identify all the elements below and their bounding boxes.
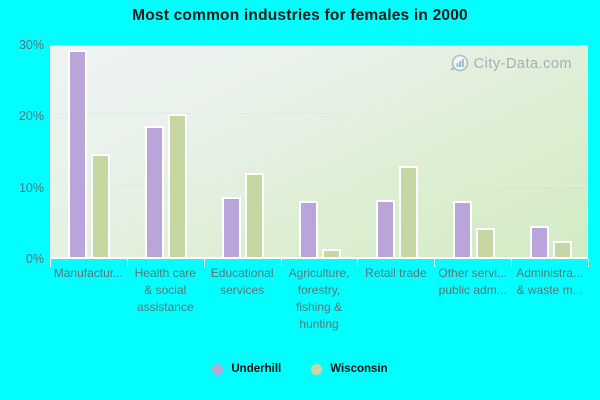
bar-underhill-2 — [145, 126, 165, 257]
gridline-20 — [51, 113, 587, 115]
bar-underhill-4 — [299, 201, 318, 257]
y-tick-label-20: 20% — [18, 109, 44, 124]
watermark-text: City-Data.com — [473, 55, 572, 72]
x-axis-label-3: Educational services — [210, 266, 274, 297]
x-axis-label-6: Other servi... public adm... — [438, 266, 508, 297]
plot-area: City-Data.com — [50, 45, 588, 259]
bar-underhill-3 — [222, 197, 242, 257]
x-tick — [50, 259, 51, 267]
legend-label: Underhill — [231, 363, 282, 375]
legend-item-wisconsin: Wisconsin — [311, 363, 388, 375]
bar-underhill-7 — [529, 226, 549, 257]
bar-wisconsin-1 — [91, 153, 111, 257]
x-axis-label-5: Retail trade — [365, 266, 427, 280]
x-tick — [511, 259, 513, 267]
legend: Underhill Wisconsin — [0, 363, 600, 375]
gridline-10 — [51, 184, 587, 186]
bar-wisconsin-2 — [168, 114, 188, 257]
x-tick — [588, 259, 589, 267]
y-tick-label-0: 0% — [25, 252, 44, 266]
bar-wisconsin-7 — [552, 241, 572, 257]
x-axis-label-7: Administra... & waste m... — [516, 266, 583, 297]
x-tick — [203, 259, 205, 267]
city-data-watermark: City-Data.com — [449, 53, 572, 74]
x-axis-label-4: Agriculture, forestry, fishing & hunting — [288, 266, 350, 331]
bar-wisconsin-4 — [322, 249, 341, 257]
bar-underhill-6 — [452, 200, 472, 257]
legend-dot-underhill — [212, 363, 224, 375]
bar-underhill-5 — [375, 199, 395, 257]
x-axis-label-1: Manufactur... — [53, 266, 124, 280]
x-tick — [434, 259, 436, 267]
bar-wisconsin-6 — [475, 227, 495, 257]
bar-wisconsin-5 — [398, 166, 418, 257]
x-axis-label-2: Health care & social assistance — [134, 266, 196, 314]
bar-wisconsin-3 — [245, 172, 265, 257]
chart-title: Most common industries for females in 20… — [132, 7, 468, 24]
legend-item-underhill: Underhill — [212, 363, 281, 375]
x-tick — [280, 259, 282, 267]
y-tick-label-10: 10% — [18, 180, 44, 195]
x-tick — [357, 259, 359, 267]
y-tick-label-30: 30% — [18, 38, 44, 52]
city-data-logo-icon — [450, 54, 468, 72]
x-tick — [126, 259, 128, 267]
legend-label: Wisconsin — [330, 363, 388, 375]
legend-dot-wisconsin — [311, 363, 323, 375]
bar-underhill-1 — [68, 50, 88, 257]
